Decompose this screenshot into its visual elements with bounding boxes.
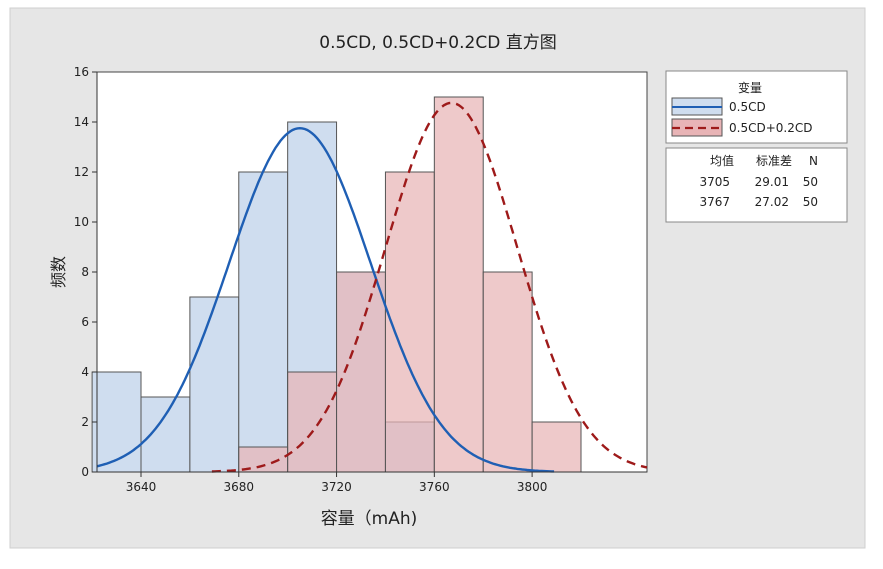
- series-1-bars: [238, 96, 582, 473]
- y-tick-label: 0: [81, 465, 89, 479]
- bar-s0-1: [140, 396, 191, 473]
- y-tick-label: 8: [81, 265, 89, 279]
- x-axis-label: 容量（mAh): [321, 509, 418, 529]
- stats-table-box: [665, 147, 848, 223]
- y-tick-label: 12: [74, 165, 89, 179]
- x-tick-label: 3680: [224, 480, 255, 494]
- legend: 变量 0.5CD 0.5CD+0.2CD: [665, 70, 848, 144]
- y-tick-label: 14: [74, 115, 89, 129]
- stats-row1-mean: 3767: [699, 195, 730, 209]
- x-tick-label: 3720: [321, 480, 352, 494]
- legend-label-1: 0.5CD+0.2CD: [729, 121, 812, 135]
- axes: 0 2 4 6 8 10 12 14 16 3640 3680 3720 3760 3800: [74, 65, 647, 494]
- stats-row1-n: 50: [803, 195, 818, 209]
- y-tick-label: 10: [74, 215, 89, 229]
- stats-header-stdev: 标准差: [756, 154, 792, 168]
- bar-s1-5: [482, 271, 533, 473]
- stats-header-mean: 均值: [710, 153, 734, 168]
- bar-s1-6: [531, 421, 582, 473]
- x-tick-label: 3760: [419, 480, 450, 494]
- bar-s0-0: [91, 371, 142, 473]
- stats-row1-stdev: 27.02: [755, 195, 789, 209]
- y-tick-label: 4: [81, 365, 89, 379]
- y-axis-label: 频数: [49, 256, 68, 288]
- chart-title: 0.5CD, 0.5CD+0.2CD 直方图: [319, 33, 556, 53]
- stats-row0-mean: 3705: [699, 175, 730, 189]
- legend-label-0: 0.5CD: [729, 100, 766, 114]
- density-curves: [96, 101, 648, 473]
- bar-s1-4: [433, 96, 484, 473]
- y-tick-label: 2: [81, 415, 89, 429]
- bar-s0-2: [189, 296, 240, 473]
- bar-s1-1: [287, 371, 338, 473]
- bar-s1-3: [384, 171, 435, 473]
- x-tick-label: 3640: [126, 480, 157, 494]
- stats-table: 均值 标准差 N 3705 29.01 50 3767 27.02 50: [665, 147, 848, 223]
- legend-title: 变量: [738, 80, 762, 95]
- stats-row0-stdev: 29.01: [755, 175, 789, 189]
- y-tick-label: 6: [81, 315, 89, 329]
- stats-header-n: N: [809, 154, 818, 168]
- stats-row0-n: 50: [803, 175, 818, 189]
- x-tick-label: 3800: [517, 480, 548, 494]
- y-tick-label: 16: [74, 65, 89, 79]
- density-curve-0: [96, 126, 555, 473]
